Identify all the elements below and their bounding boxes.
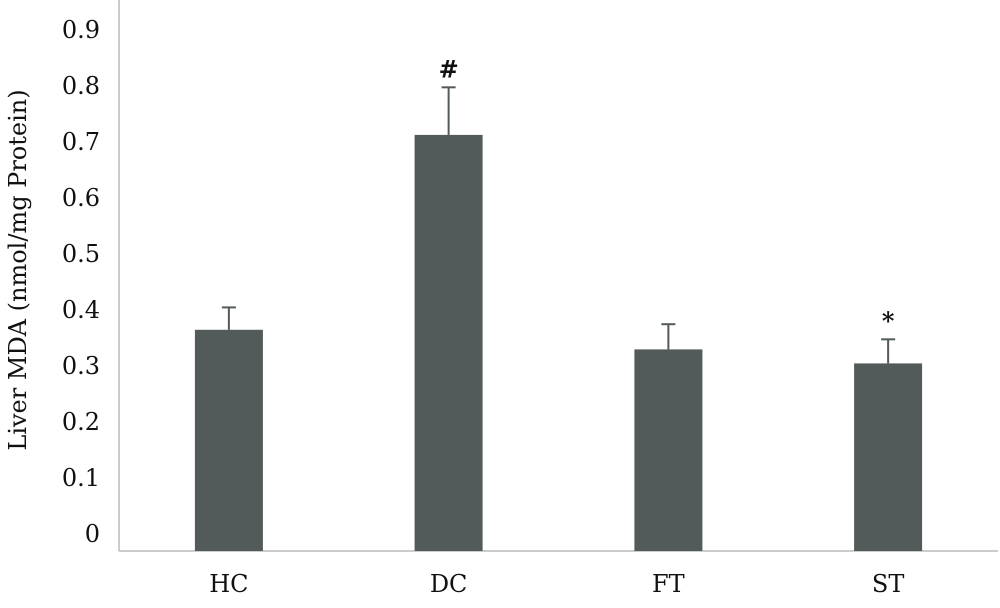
category-label-dc: DC xyxy=(430,570,468,598)
y-tick-label: 0.6 xyxy=(62,184,100,212)
bar-hc xyxy=(194,329,263,551)
y-tick-label: 0.7 xyxy=(62,128,100,156)
bar-dc xyxy=(414,134,483,551)
y-tick-label: 0.9 xyxy=(62,16,100,44)
error-bar-dc xyxy=(441,86,456,135)
significance-mark-st: * xyxy=(882,306,895,335)
y-tick-label: 0.1 xyxy=(62,464,100,492)
y-tick-label: 0 xyxy=(85,520,100,548)
category-label-hc: HC xyxy=(209,570,248,598)
bar-st xyxy=(854,363,923,551)
y-tick-label: 0.3 xyxy=(62,352,100,380)
bars xyxy=(194,134,923,551)
y-tick-labels: 0 0.1 0.2 0.3 0.4 0.5 0.6 0.7 0.8 0.9 xyxy=(62,16,100,548)
y-tick-label: 0.8 xyxy=(62,72,100,100)
y-tick-label: 0.2 xyxy=(62,408,100,436)
error-bars xyxy=(221,86,896,364)
y-tick-label: 0.5 xyxy=(62,240,100,268)
category-labels: HC DC FT ST xyxy=(209,570,904,598)
error-bar-st xyxy=(881,338,896,364)
error-bar-hc xyxy=(221,306,236,330)
category-label-ft: FT xyxy=(652,570,685,598)
significance-mark-dc: # xyxy=(439,54,459,83)
y-axis-title: Liver MDA (nmol/mg Protein) xyxy=(4,89,32,450)
bar-ft xyxy=(634,349,703,551)
y-tick-label: 0.4 xyxy=(62,296,100,324)
error-bar-ft xyxy=(661,323,676,350)
category-label-st: ST xyxy=(872,570,904,598)
significance-marks: #* xyxy=(439,54,895,335)
